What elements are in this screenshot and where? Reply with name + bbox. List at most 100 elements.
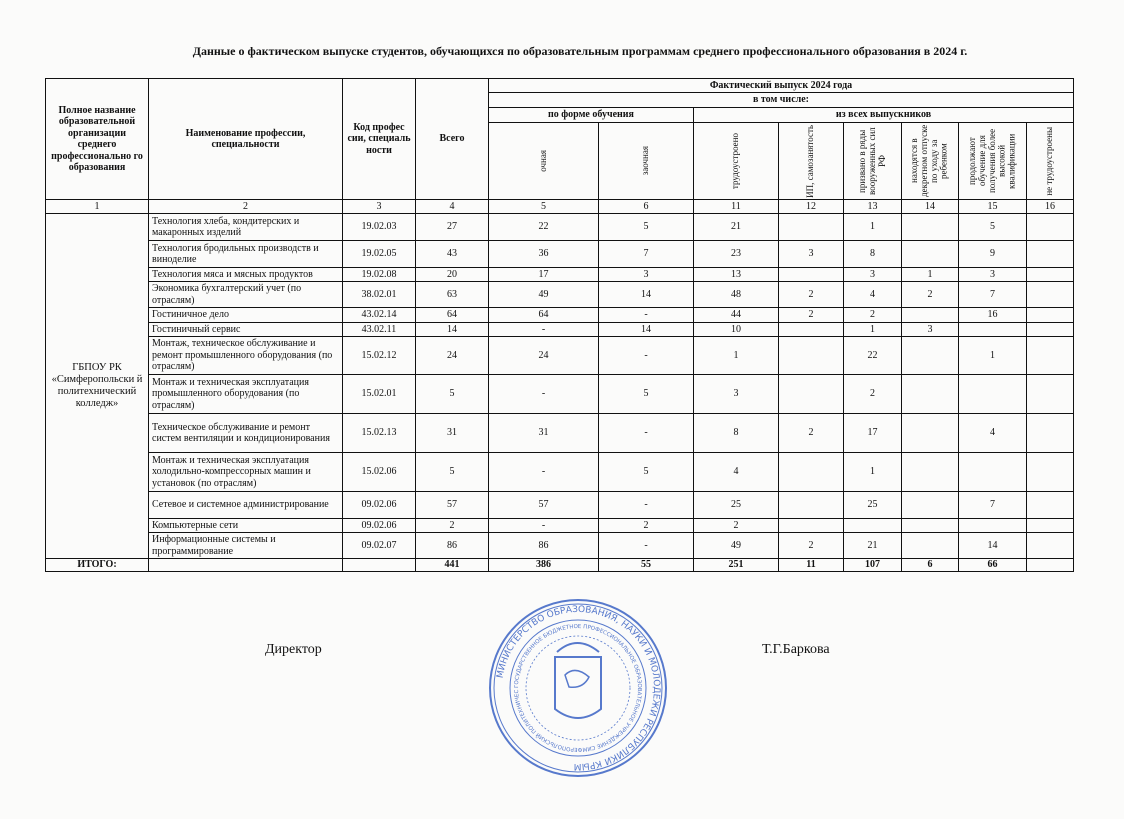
cell-c13: 1 bbox=[843, 213, 902, 241]
cell-c16 bbox=[1026, 374, 1074, 414]
total-c13: 107 bbox=[843, 558, 902, 572]
cell-c11: 48 bbox=[693, 281, 779, 308]
cell-c15: 14 bbox=[958, 532, 1027, 559]
cell-c11: 49 bbox=[693, 532, 779, 559]
cell-code: 09.02.06 bbox=[342, 518, 416, 533]
org-name: ГБПОУ РК «Симферопольски й политехническ… bbox=[45, 213, 149, 559]
total-c5: 386 bbox=[488, 558, 599, 572]
cell-c16 bbox=[1026, 518, 1074, 533]
header-col-3: ИП, самозанятость bbox=[778, 122, 844, 200]
cell-c5: - bbox=[488, 322, 599, 337]
table-row: Сетевое и системное администрирование 09.… bbox=[46, 491, 1074, 519]
cell-c13: 2 bbox=[843, 374, 902, 414]
cell-code: 15.02.12 bbox=[342, 336, 416, 375]
profession-name: Монтаж и техническая эксплуатация промыш… bbox=[148, 374, 343, 414]
cell-c15: 7 bbox=[958, 281, 1027, 308]
cell-c14 bbox=[901, 336, 959, 375]
profession-name: Техническое обслуживание и ремонт систем… bbox=[148, 413, 343, 453]
table-row: Технология бродильных производств и вино… bbox=[46, 240, 1074, 268]
header-col-0: очная bbox=[488, 122, 599, 200]
cell-c14 bbox=[901, 240, 959, 268]
profession-name: Монтаж и техническая эксплуатация холоди… bbox=[148, 452, 343, 492]
cell-c11: 21 bbox=[693, 213, 779, 241]
cell-total: 20 bbox=[415, 267, 489, 282]
cell-c5: 64 bbox=[488, 307, 599, 323]
profession-name: Гостиничное дело bbox=[148, 307, 343, 323]
cell-code: 09.02.06 bbox=[342, 491, 416, 519]
profession-name: Технология хлеба, кондитерских и макарон… bbox=[148, 213, 343, 241]
column-number: 5 bbox=[488, 199, 599, 214]
cell-total: 86 bbox=[415, 532, 489, 559]
cell-c11: 23 bbox=[693, 240, 779, 268]
cell-c12 bbox=[778, 267, 844, 282]
cell-c14: 2 bbox=[901, 281, 959, 308]
cell-c14 bbox=[901, 374, 959, 414]
cell-c14: 3 bbox=[901, 322, 959, 337]
profession-name: Информационные системы и программировани… bbox=[148, 532, 343, 559]
cell-c6: 5 bbox=[598, 374, 694, 414]
cell-c6: 5 bbox=[598, 213, 694, 241]
header-profession: Наименование профессии, специальности bbox=[148, 78, 343, 200]
header-col-label: заочная bbox=[640, 146, 651, 176]
table-row: Техническое обслуживание и ремонт систем… bbox=[46, 413, 1074, 453]
cell-c13: 3 bbox=[843, 267, 902, 282]
cell-c6: 14 bbox=[598, 281, 694, 308]
cell-c6: 14 bbox=[598, 322, 694, 337]
profession-name: Сетевое и системное администрирование bbox=[148, 491, 343, 519]
cell-c5: 86 bbox=[488, 532, 599, 559]
cell-c6: - bbox=[598, 307, 694, 323]
cell-code: 15.02.01 bbox=[342, 374, 416, 414]
graduates-table: Полное название образовательной организа… bbox=[45, 78, 1074, 572]
header-col-label: призвано в ряды вооруженных сил РФ bbox=[856, 127, 887, 195]
cell-c6: - bbox=[598, 532, 694, 559]
profession-name: Гостиничный сервис bbox=[148, 322, 343, 337]
cell-c13: 8 bbox=[843, 240, 902, 268]
cell-c15 bbox=[958, 322, 1027, 337]
cell-total: 14 bbox=[415, 322, 489, 337]
cell-c13: 21 bbox=[843, 532, 902, 559]
cell-c6: - bbox=[598, 336, 694, 375]
cell-code: 19.02.05 bbox=[342, 240, 416, 268]
profession-name: Экономика бухгалтерский учет (по отрасля… bbox=[148, 281, 343, 308]
cell-c14 bbox=[901, 518, 959, 533]
column-number: 6 bbox=[598, 199, 694, 214]
column-number: 12 bbox=[778, 199, 844, 214]
cell-c16 bbox=[1026, 267, 1074, 282]
cell-c16 bbox=[1026, 240, 1074, 268]
cell-total: 57 bbox=[415, 491, 489, 519]
cell-c11: 1 bbox=[693, 336, 779, 375]
column-number: 14 bbox=[901, 199, 959, 214]
table-row: Гостиничный сервис 43.02.11 14-14 10 1 3 bbox=[46, 322, 1074, 337]
cell-c14 bbox=[901, 491, 959, 519]
cell-c11: 44 bbox=[693, 307, 779, 323]
cell-c14 bbox=[901, 532, 959, 559]
cell-c14 bbox=[901, 413, 959, 453]
table-row: ГБПОУ РК «Симферопольски й политехническ… bbox=[45, 213, 1074, 559]
cell-total: 5 bbox=[415, 452, 489, 492]
cell-c14: 1 bbox=[901, 267, 959, 282]
cell-c5: - bbox=[488, 518, 599, 533]
profession-name: Технология мяса и мясных продуктов bbox=[148, 267, 343, 282]
cell-c15: 7 bbox=[958, 491, 1027, 519]
header-including: в том числе: bbox=[488, 92, 1074, 108]
cell-c16 bbox=[1026, 336, 1074, 375]
header-col-label: находятся в декретном отпуске по уходу з… bbox=[909, 124, 949, 198]
cell-code: 15.02.06 bbox=[342, 452, 416, 492]
total-c12: 11 bbox=[778, 558, 844, 572]
cell-c16 bbox=[1026, 413, 1074, 453]
cell-code: 09.02.07 bbox=[342, 532, 416, 559]
cell-c16 bbox=[1026, 452, 1074, 492]
total-c16 bbox=[1026, 558, 1074, 572]
cell-c5: 17 bbox=[488, 267, 599, 282]
header-col-4: призвано в ряды вооруженных сил РФ bbox=[843, 122, 902, 200]
cell-c16 bbox=[1026, 281, 1074, 308]
cell-c11: 10 bbox=[693, 322, 779, 337]
header-col-7: не трудоустроены bbox=[1026, 122, 1074, 200]
profession-name: Технология бродильных производств и вино… bbox=[148, 240, 343, 268]
cell-c11: 8 bbox=[693, 413, 779, 453]
table-row: Экономика бухгалтерский учет (по отрасля… bbox=[46, 281, 1074, 308]
cell-c15: 9 bbox=[958, 240, 1027, 268]
cell-total: 24 bbox=[415, 336, 489, 375]
cell-c15 bbox=[958, 452, 1027, 492]
cell-total: 43 bbox=[415, 240, 489, 268]
